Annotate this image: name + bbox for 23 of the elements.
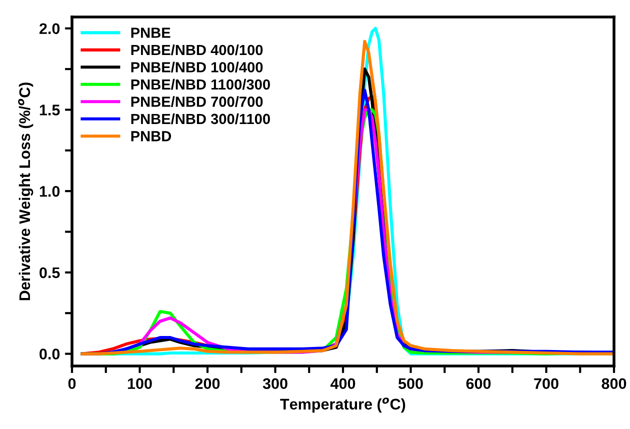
x-tick-label: 0 (68, 378, 76, 390)
x-tick-label: 600 (466, 378, 491, 390)
x-axis-title: Temperature ($^{o}$C) (280, 398, 406, 413)
x-tick-label: 400 (330, 378, 356, 390)
legend-label: PNBE/NBD 700/700 (131, 96, 263, 108)
x-tick-label: 800 (602, 378, 626, 390)
y-tick-label: 1.5 (40, 104, 60, 116)
y-axis-title: Derivative Weight Loss (%/$^{o}$C) (18, 82, 34, 300)
y-tick-label: 0.5 (40, 267, 60, 278)
x-tick-label: 200 (195, 378, 220, 390)
y-tick-label: 0.0 (40, 348, 60, 360)
x-tick-label: 700 (534, 378, 558, 390)
x-tick-label: 100 (128, 378, 152, 390)
y-tick-label: 1.0 (40, 186, 60, 197)
legend-label: PNBE/NBD 100/400 (131, 62, 263, 73)
legend-label: PNBE/NBD 300/1100 (131, 113, 270, 124)
legend-label: PNBE (131, 28, 170, 38)
legend-label: PNBE/NBD 400/100 (131, 44, 263, 56)
x-tick-label: 300 (262, 378, 288, 390)
y-tick-label: 2.0 (39, 23, 60, 34)
legend-label: PNBE/NBD 1100/300 (131, 78, 270, 90)
x-tick-label: 500 (398, 378, 423, 390)
legend-label: PNBD (131, 131, 172, 142)
